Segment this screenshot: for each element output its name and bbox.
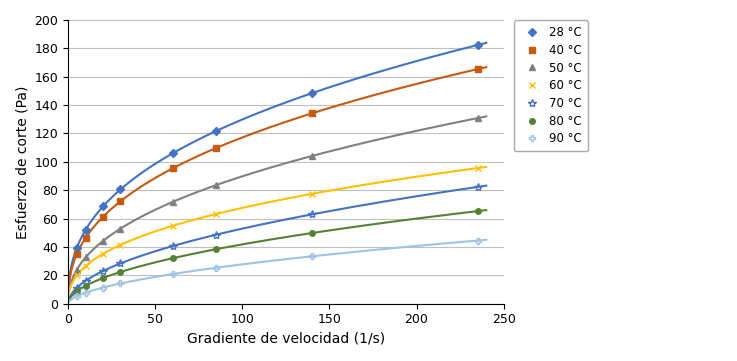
80 °C [99, 276, 108, 280]
50 °C [99, 239, 108, 243]
90 °C [116, 281, 125, 286]
80 °C [81, 284, 90, 288]
90 °C [212, 266, 220, 270]
80 °C [212, 247, 220, 251]
50 °C [81, 255, 90, 260]
60 °C [473, 166, 482, 170]
80 °C [72, 289, 81, 293]
60 °C [99, 252, 108, 256]
Line: 90 °C: 90 °C [74, 238, 481, 299]
80 °C [116, 270, 125, 274]
90 °C [307, 254, 316, 258]
90 °C [99, 286, 108, 290]
50 °C [116, 226, 125, 231]
70 °C [168, 244, 177, 248]
Line: 40 °C: 40 °C [74, 66, 481, 257]
40 °C [116, 199, 125, 204]
50 °C [168, 200, 177, 204]
50 °C [473, 116, 482, 120]
50 °C [212, 183, 220, 187]
40 °C [168, 166, 177, 170]
Line: 50 °C: 50 °C [74, 116, 481, 272]
28 °C [81, 228, 90, 232]
40 °C [212, 146, 220, 150]
50 °C [72, 268, 81, 272]
Legend: 28 °C, 40 °C, 50 °C, 60 °C, 70 °C, 80 °C, 90 °C: 28 °C, 40 °C, 50 °C, 60 °C, 70 °C, 80 °C… [514, 20, 588, 151]
28 °C [99, 204, 108, 209]
70 °C [307, 212, 316, 217]
80 °C [307, 231, 316, 235]
40 °C [473, 67, 482, 71]
70 °C [473, 185, 482, 189]
50 °C [307, 154, 316, 158]
28 °C [212, 129, 220, 133]
70 °C [116, 261, 125, 266]
90 °C [473, 238, 482, 243]
28 °C [307, 91, 316, 95]
40 °C [99, 214, 108, 219]
40 °C [81, 236, 90, 240]
70 °C [72, 286, 81, 290]
90 °C [168, 272, 177, 276]
28 °C [116, 187, 125, 192]
60 °C [72, 273, 81, 278]
28 °C [72, 245, 81, 250]
80 °C [473, 209, 482, 213]
60 °C [116, 243, 125, 247]
Line: 70 °C: 70 °C [73, 183, 482, 292]
60 °C [212, 212, 220, 216]
28 °C [473, 43, 482, 47]
Y-axis label: Esfuerzo de corte (Pa): Esfuerzo de corte (Pa) [15, 85, 29, 239]
70 °C [81, 279, 90, 283]
60 °C [81, 264, 90, 268]
40 °C [307, 111, 316, 116]
X-axis label: Gradiente de velocidad (1/s): Gradiente de velocidad (1/s) [187, 332, 385, 346]
Line: 60 °C: 60 °C [74, 165, 481, 279]
Line: 28 °C: 28 °C [74, 42, 481, 251]
90 °C [81, 291, 90, 295]
80 °C [168, 256, 177, 260]
70 °C [212, 232, 220, 237]
60 °C [168, 224, 177, 228]
90 °C [72, 294, 81, 299]
Line: 80 °C: 80 °C [74, 208, 481, 294]
60 °C [307, 192, 316, 196]
70 °C [99, 269, 108, 273]
40 °C [72, 252, 81, 256]
28 °C [168, 151, 177, 156]
